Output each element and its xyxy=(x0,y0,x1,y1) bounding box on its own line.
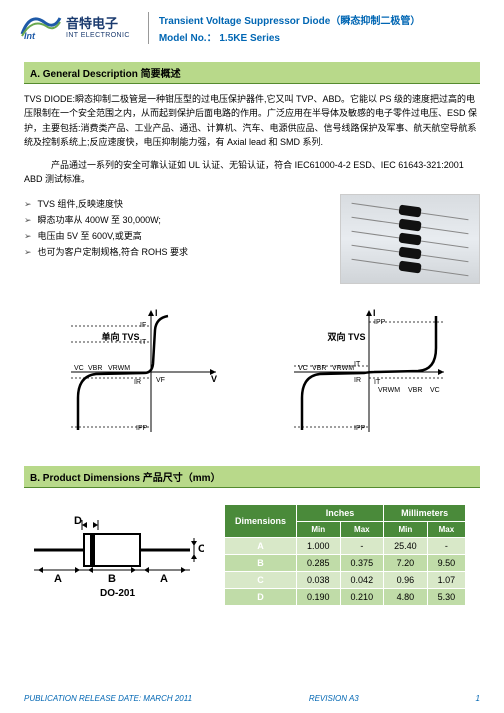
svg-text:VRWM: VRWM xyxy=(332,365,354,372)
table-row: B0.2850.3757.209.50 xyxy=(225,555,466,572)
footer: PUBLICATION RELEASE DATE: MARCH 2011 REV… xyxy=(24,694,480,703)
svg-text:VBR: VBR xyxy=(312,365,326,372)
th-in-min: Min xyxy=(297,522,341,538)
th-dimensions: Dimensions xyxy=(225,505,297,538)
table-cell: B xyxy=(225,555,297,572)
table-cell: - xyxy=(427,538,466,555)
table-cell: - xyxy=(340,538,384,555)
svg-text:Int: Int xyxy=(24,31,36,40)
svg-text:C: C xyxy=(198,543,204,555)
svg-text:VC: VC xyxy=(298,365,308,372)
section-b-heading: B. Product Dimensions 产品尺寸（mm） xyxy=(24,466,480,488)
dimensions-table: Dimensions Inches Millimeters Min Max Mi… xyxy=(224,504,466,606)
footer-page: 1 xyxy=(476,694,480,703)
svg-text:I: I xyxy=(155,308,158,318)
svg-text:A: A xyxy=(160,573,168,585)
logo-text-cn: 音特电子 xyxy=(66,13,130,32)
svg-text:IPP: IPP xyxy=(136,425,148,432)
table-cell: D xyxy=(225,589,297,606)
table-cell: 5.30 xyxy=(427,589,466,606)
header-title-block: Transient Voltage Suppressor Diode（瞬态抑制二… xyxy=(148,12,421,44)
model-number: Model No.： 1.5KE Series xyxy=(159,29,421,44)
svg-text:VF: VF xyxy=(156,377,165,384)
bullet-item: 瞬态功率从 400W 至 30,000W; xyxy=(24,213,328,226)
logo-text-en: INT ELECTRONIC xyxy=(66,32,130,39)
svg-text:IR: IR xyxy=(354,377,361,384)
th-mm-max: Max xyxy=(427,522,466,538)
th-inches: Inches xyxy=(297,505,384,522)
table-cell: 1.000 xyxy=(297,538,341,555)
bullet-item: 电压由 5V 至 600V,或更高 xyxy=(24,229,328,242)
svg-text:VC: VC xyxy=(430,387,440,394)
table-cell: A xyxy=(225,538,297,555)
bullet-item: 也可为客户定制规格,符合 ROHS 要求 xyxy=(24,245,328,258)
table-cell: 0.190 xyxy=(297,589,341,606)
chart-right-label: 双向 TVS xyxy=(328,330,366,343)
table-row: D0.1900.2104.805.30 xyxy=(225,589,466,606)
section-a-heading: A. General Description 简要概述 xyxy=(24,62,480,84)
doc-title: Transient Voltage Suppressor Diode（瞬态抑制二… xyxy=(159,12,421,27)
bullet-list: TVS 组件,反映速度快 瞬态功率从 400W 至 30,000W; 电压由 5… xyxy=(24,194,328,284)
table-cell: 25.40 xyxy=(384,538,428,555)
footer-date: PUBLICATION RELEASE DATE: MARCH 2011 xyxy=(24,694,192,703)
footer-revision: REVISION A3 xyxy=(309,694,359,703)
table-row: A1.000-25.40- xyxy=(225,538,466,555)
table-cell: C xyxy=(225,572,297,589)
logo-mark-icon: Int xyxy=(20,12,62,40)
table-cell: 0.96 xyxy=(384,572,428,589)
svg-text:IT: IT xyxy=(354,361,361,368)
model-value: 1.5KE Series xyxy=(219,33,280,44)
table-cell: 0.038 xyxy=(297,572,341,589)
th-in-max: Max xyxy=(340,522,384,538)
svg-text:VRWM: VRWM xyxy=(108,365,130,372)
header: Int 音特电子 INT ELECTRONIC Transient Voltag… xyxy=(0,0,504,52)
svg-text:IF: IF xyxy=(140,322,146,329)
table-cell: 4.80 xyxy=(384,589,428,606)
svg-text:I: I xyxy=(373,308,376,318)
svg-text:V: V xyxy=(211,374,217,384)
svg-text:A: A xyxy=(54,573,62,585)
table-cell: 0.285 xyxy=(297,555,341,572)
th-millimeters: Millimeters xyxy=(384,505,466,522)
iv-charts: 单向 TVS I V IF IT IR IPP VC VBR VRWM xyxy=(24,302,480,442)
svg-text:IPP: IPP xyxy=(374,319,386,326)
table-row: C0.0380.0420.961.07 xyxy=(225,572,466,589)
table-cell: 0.210 xyxy=(340,589,384,606)
svg-text:IR: IR xyxy=(134,379,141,386)
package-label: DO-201 xyxy=(100,588,135,599)
logo: Int 音特电子 INT ELECTRONIC xyxy=(20,12,130,40)
chart-unidirectional: 单向 TVS I V IF IT IR IPP VC VBR VRWM xyxy=(56,302,221,442)
description-para-2: 产品通过一系列的安全可靠认证如 UL 认证、无铅认证，符合 IEC61000-4… xyxy=(24,158,480,187)
svg-text:VBR: VBR xyxy=(408,387,422,394)
svg-text:IPP: IPP xyxy=(354,425,366,432)
svg-text:D: D xyxy=(74,515,82,527)
table-cell: 0.375 xyxy=(340,555,384,572)
svg-text:IT: IT xyxy=(374,379,381,386)
chart-left-label: 单向 TVS xyxy=(102,330,140,343)
svg-text:IT: IT xyxy=(140,339,147,346)
product-photo xyxy=(340,194,480,284)
th-mm-min: Min xyxy=(384,522,428,538)
table-cell: 0.042 xyxy=(340,572,384,589)
table-cell: 1.07 xyxy=(427,572,466,589)
svg-text:B: B xyxy=(108,573,116,585)
table-cell: 7.20 xyxy=(384,555,428,572)
model-label: Model No.： xyxy=(159,33,217,44)
chart-bidirectional: 双向 TVS I IPP IT IR IT IPP VC VBR VRWM xyxy=(284,302,449,442)
svg-text:VC: VC xyxy=(74,365,84,372)
table-cell: 9.50 xyxy=(427,555,466,572)
bullet-item: TVS 组件,反映速度快 xyxy=(24,197,328,210)
svg-text:VBR: VBR xyxy=(88,365,102,372)
svg-text:VRWM: VRWM xyxy=(378,387,400,394)
package-drawing: D C A B A DO-201 xyxy=(24,510,204,600)
description-para-1: TVS DIODE:瞬态抑制二极管是一种钳压型的过电压保护器件,它又叫 TVP、… xyxy=(24,92,480,150)
